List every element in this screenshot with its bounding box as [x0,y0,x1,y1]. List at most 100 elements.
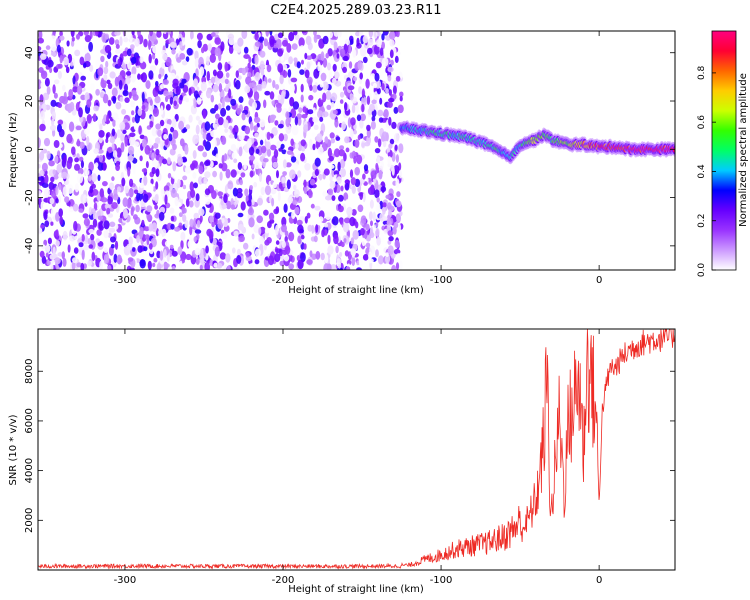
heatmap-cell [83,218,90,227]
heatmap-cell [159,233,163,243]
colorbar: 0.0 0.2 0.4 0.6 0.8 Normalized spectral ampl… [697,30,749,277]
heatmap-cell [368,211,373,221]
heatmap-cell [85,234,89,243]
heatmap-cell [198,165,204,175]
heatmap-cell [366,135,371,145]
colorbar-tick-label: 0.2 [697,214,707,228]
heatmap-cell [52,253,58,259]
heatmap-cell [373,82,377,89]
heatmap-cell [308,94,314,101]
heatmap-cell [98,154,103,163]
heatmap-cell [260,67,265,76]
heatmap-cell [299,45,305,54]
heatmap-cell [362,173,366,180]
heatmap-cell [159,119,165,127]
heatmap-cell [205,245,209,254]
heatmap-cell [148,39,151,50]
heatmap-cell [44,77,50,87]
heatmap-cell [196,233,200,240]
heatmap-cell [380,232,384,243]
heatmap-cell [275,224,279,236]
heatmap-cell [327,234,331,245]
heatmap-cell [116,129,122,139]
heatmap-cell [358,86,362,94]
heatmap-cell [224,78,229,85]
heatmap-cell [73,220,78,232]
heatmap-cell [144,145,151,155]
heatmap-cell [361,88,365,99]
heatmap-cell [70,61,74,67]
heatmap-cell [388,116,392,126]
heatmap-cell [276,38,282,49]
heatmap-cell [368,251,372,261]
heatmap-cell [148,102,155,112]
heatmap-cell [66,159,72,170]
spectrogram-frame [37,30,676,271]
heatmap-cell [179,94,183,101]
heatmap-cell [41,162,48,172]
heatmap-cell [393,248,401,255]
heatmap-cell [74,157,79,163]
heatmap-cell [355,103,359,114]
heatmap-cell [40,244,46,250]
heatmap-cell [41,182,49,188]
heatmap-cell [399,210,403,217]
heatmap-cell [184,144,189,155]
heatmap-cell [243,163,247,170]
heatmap-cell [372,211,376,222]
heatmap-cell [54,155,59,164]
heatmap-cell [214,212,221,219]
heatmap-cell [325,90,332,100]
heatmap-cell [307,224,313,232]
heatmap-cell [227,180,234,190]
heatmap-cell [131,110,135,116]
heatmap-cell [230,169,237,178]
snr-x-tick-label: -100 [430,575,453,586]
heatmap-cell [50,99,57,107]
heatmap-cell [44,174,49,184]
heatmap-cell [218,83,223,93]
heatmap-cell [319,116,324,122]
heatmap-cell [227,188,232,195]
heatmap-cell [76,85,83,95]
heatmap-cell [132,165,136,175]
heatmap-cell [199,264,203,270]
heatmap-cell [97,67,104,77]
heatmap-cell [177,246,183,256]
heatmap-cell [198,176,203,185]
heatmap-cell [254,32,259,41]
heatmap-cell [162,158,168,165]
heatmap-cell [338,149,346,157]
heatmap-cell [332,216,339,226]
heatmap-cell [290,108,297,119]
heatmap-cell [277,123,284,129]
heatmap-cell [132,94,139,101]
heatmap-cell [356,154,363,165]
heatmap-cell [374,148,381,154]
heatmap-cell [149,99,153,106]
heatmap-cell [312,107,316,113]
heatmap-cell [84,180,90,188]
spectrogram-x-label: Height of straight line (km) [288,285,424,296]
heatmap-cell [107,213,114,218]
heatmap-cell [248,146,255,156]
heatmap-cell [352,76,358,82]
heatmap-cell [214,246,220,257]
heatmap-cell [196,97,202,105]
heatmap-cell [277,48,284,57]
heatmap-cell [375,61,382,69]
heatmap-cell [69,101,75,112]
heatmap-cell [327,188,334,196]
heatmap-cell [148,243,153,250]
heatmap-cell [51,43,57,52]
heatmap-cell [139,134,145,140]
heatmap-cell [195,257,200,265]
heatmap-cell [79,141,85,149]
heatmap-cell [352,48,357,58]
heatmap-cell [245,252,250,258]
heatmap-cell [145,80,151,90]
heatmap-cell [363,181,368,186]
heatmap-cell [347,71,354,79]
heatmap-cell [129,132,136,138]
